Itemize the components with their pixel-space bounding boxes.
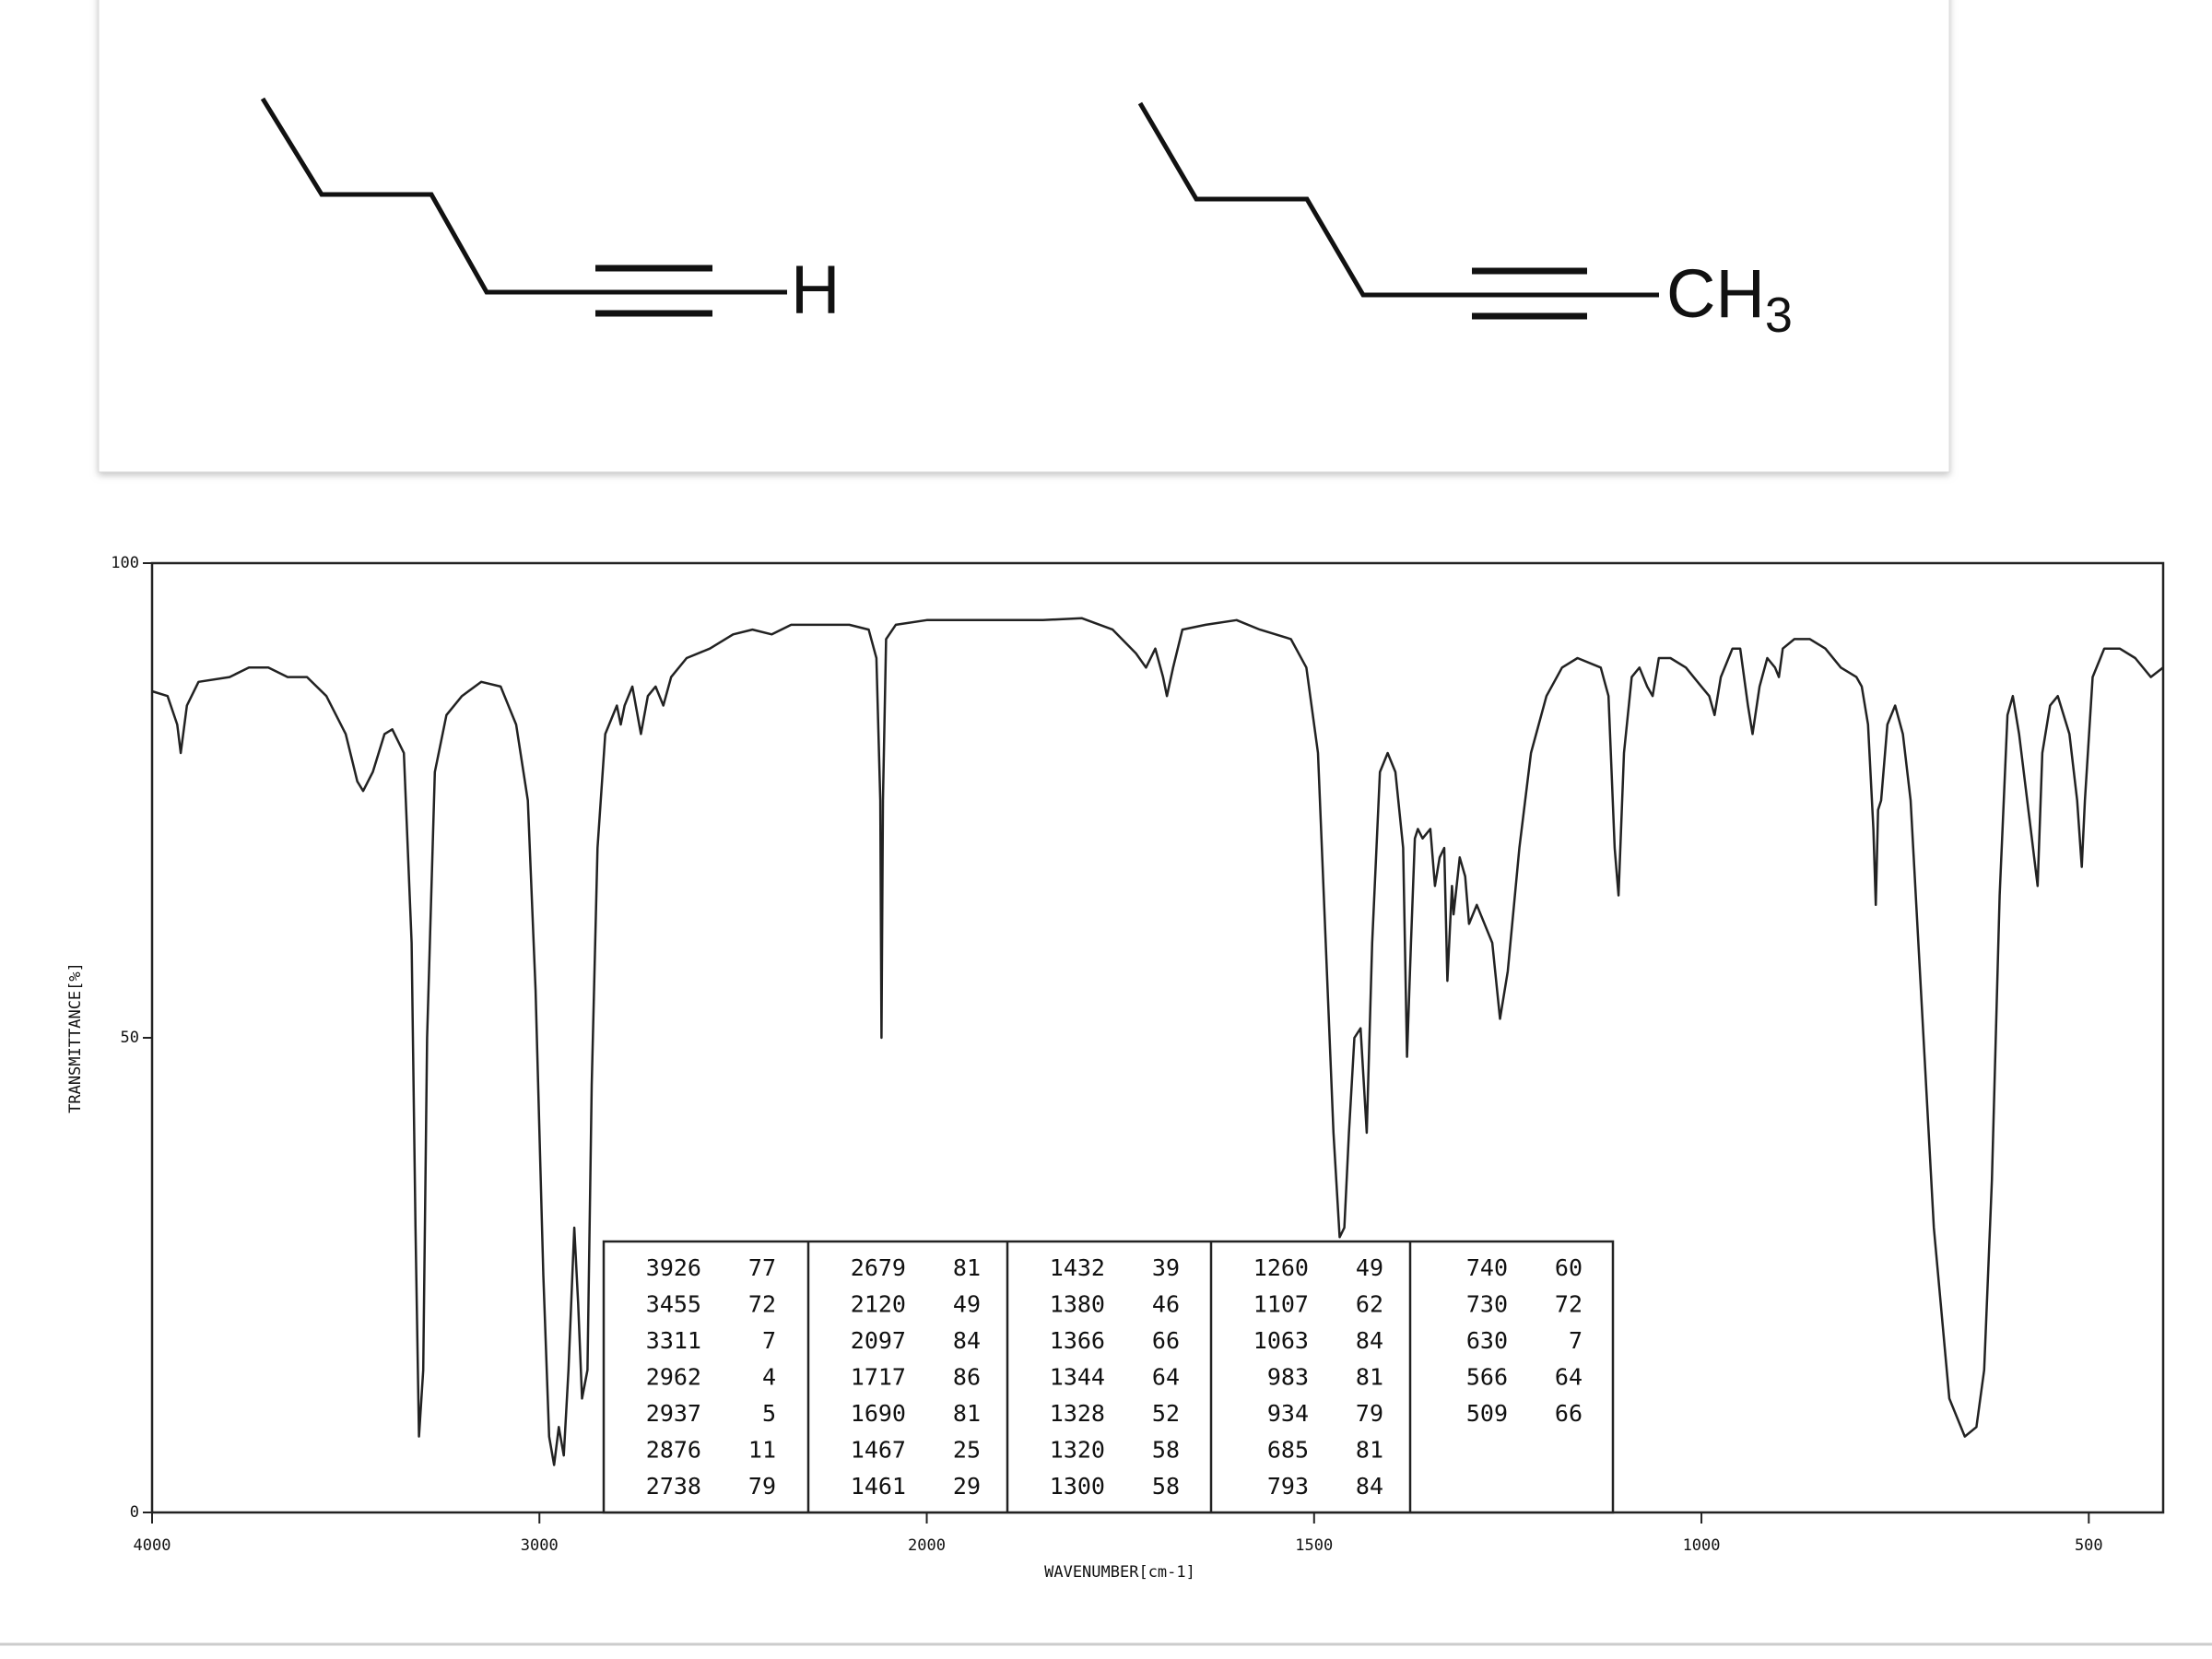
molecule-2 [1137, 101, 1659, 320]
peak-transmittance: 79 [1356, 1400, 1383, 1427]
peak-wavenumber: 2937 [646, 1400, 701, 1427]
peak-wavenumber: 983 [1267, 1364, 1309, 1391]
peak-transmittance: 62 [1356, 1291, 1383, 1318]
peak-wavenumber: 3926 [646, 1254, 701, 1281]
y-tick-label: 0 [130, 1503, 139, 1522]
peak-wavenumber: 934 [1267, 1400, 1309, 1427]
peak-wavenumber: 1366 [1050, 1327, 1105, 1354]
peak-wavenumber: 793 [1267, 1473, 1309, 1500]
molecule-1 [260, 97, 787, 317]
peak-wavenumber: 630 [1466, 1327, 1508, 1354]
peak-transmittance: 72 [1555, 1291, 1583, 1318]
peak-transmittance: 72 [748, 1291, 776, 1318]
peak-wavenumber: 1690 [851, 1400, 906, 1427]
peak-wavenumber: 685 [1267, 1437, 1309, 1464]
y-axis-label: TRANSMITTANCE[%] [66, 962, 85, 1113]
peak-transmittance: 66 [1555, 1400, 1583, 1427]
peak-transmittance: 77 [748, 1254, 776, 1281]
peak-transmittance: 66 [1152, 1327, 1180, 1354]
peak-transmittance: 86 [953, 1364, 981, 1391]
group-label: CH3 [1666, 255, 1793, 344]
peak-wavenumber: 3311 [646, 1327, 701, 1354]
peak-transmittance: 25 [953, 1437, 981, 1464]
y-tick-label: 50 [121, 1029, 139, 1047]
peak-wavenumber: 2679 [851, 1254, 906, 1281]
peak-transmittance: 49 [1356, 1254, 1383, 1281]
peak-wavenumber: 740 [1466, 1254, 1508, 1281]
peak-wavenumber: 2120 [851, 1291, 906, 1318]
peak-transmittance: 46 [1152, 1291, 1180, 1318]
peak-wavenumber: 1063 [1253, 1327, 1309, 1354]
peak-table [602, 1240, 1615, 1514]
x-tick-label: 2000 [908, 1536, 946, 1555]
peak-transmittance: 58 [1152, 1437, 1180, 1464]
x-tick-label: 500 [2075, 1536, 2103, 1555]
peak-wavenumber: 1380 [1050, 1291, 1105, 1318]
x-tick-label: 3000 [521, 1536, 559, 1555]
peak-transmittance: 52 [1152, 1400, 1180, 1427]
peak-transmittance: 11 [748, 1437, 776, 1464]
peak-wavenumber: 1300 [1050, 1473, 1105, 1500]
peak-transmittance: 39 [1152, 1254, 1180, 1281]
peak-transmittance: 84 [1356, 1327, 1383, 1354]
peak-transmittance: 64 [1555, 1364, 1583, 1391]
x-axis-label: WAVENUMBER[cm-1] [1044, 1563, 1195, 1582]
peak-transmittance: 58 [1152, 1473, 1180, 1500]
peak-transmittance: 84 [1356, 1473, 1383, 1500]
peak-wavenumber: 1467 [851, 1437, 906, 1464]
peak-wavenumber: 1328 [1050, 1400, 1105, 1427]
group-label-sub: 3 [1765, 288, 1793, 343]
peak-transmittance: 29 [953, 1473, 981, 1500]
peak-wavenumber: 730 [1466, 1291, 1508, 1318]
peak-wavenumber: 1260 [1253, 1254, 1309, 1281]
peak-wavenumber: 3455 [646, 1291, 701, 1318]
spectrum-line [151, 617, 2164, 1466]
peak-wavenumber: 509 [1466, 1400, 1508, 1427]
peak-transmittance: 7 [762, 1327, 776, 1354]
x-tick-label: 1000 [1683, 1536, 1721, 1555]
peak-transmittance: 81 [953, 1254, 981, 1281]
peak-transmittance: 5 [762, 1400, 776, 1427]
peak-transmittance: 64 [1152, 1364, 1180, 1391]
peak-wavenumber: 1461 [851, 1473, 906, 1500]
peak-transmittance: 81 [953, 1400, 981, 1427]
x-tick-label: 1500 [1295, 1536, 1333, 1555]
peak-wavenumber: 1717 [851, 1364, 906, 1391]
structure-panel [98, 0, 1950, 473]
peak-transmittance: 84 [953, 1327, 981, 1354]
peak-wavenumber: 1320 [1050, 1437, 1105, 1464]
peak-transmittance: 81 [1356, 1364, 1383, 1391]
atom-label: H [791, 252, 840, 328]
peak-wavenumber: 2876 [646, 1437, 701, 1464]
peak-wavenumber: 2738 [646, 1473, 701, 1500]
peak-wavenumber: 1344 [1050, 1364, 1105, 1391]
peak-wavenumber: 2097 [851, 1327, 906, 1354]
peak-transmittance: 81 [1356, 1437, 1383, 1464]
peak-wavenumber: 566 [1466, 1364, 1508, 1391]
peak-transmittance: 4 [762, 1364, 776, 1391]
peak-transmittance: 79 [748, 1473, 776, 1500]
group-label-main: CH [1666, 255, 1765, 332]
peak-wavenumber: 1432 [1050, 1254, 1105, 1281]
y-tick-label: 100 [111, 554, 139, 572]
x-tick-label: 4000 [134, 1536, 171, 1555]
peak-transmittance: 60 [1555, 1254, 1583, 1281]
peak-wavenumber: 2962 [646, 1364, 701, 1391]
peak-transmittance: 49 [953, 1291, 981, 1318]
peak-transmittance: 7 [1569, 1327, 1583, 1354]
peak-wavenumber: 1107 [1253, 1291, 1309, 1318]
